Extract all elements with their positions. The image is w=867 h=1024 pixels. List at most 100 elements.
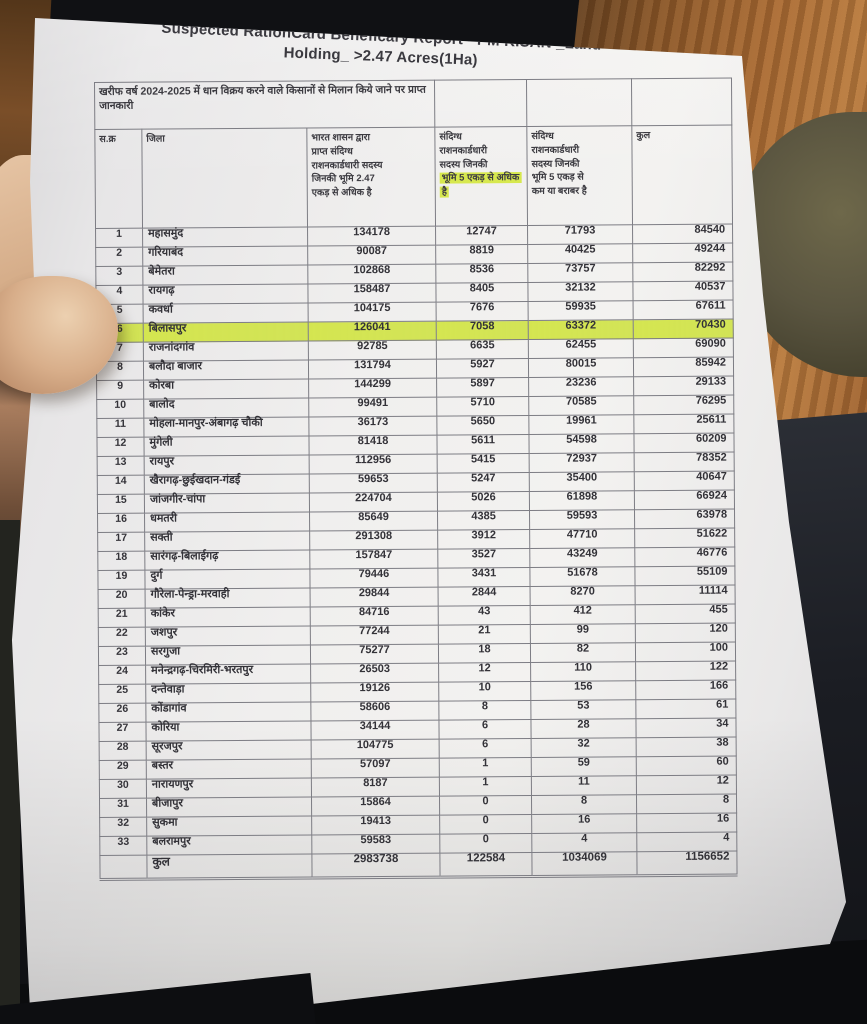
above-5-acre-count-cell: 8405 bbox=[435, 282, 529, 303]
col-header-govt-land-2-47: भारत शासन द्वारा प्राप्त संदिग्ध राशनकार… bbox=[306, 127, 436, 228]
table-body: 1 महासमुंद 134178 12747 71793 84540 2 गरियाबंद 9… bbox=[95, 224, 738, 880]
district-cell: गौरेला-पेन्ड्रा-मरवाही bbox=[145, 588, 311, 609]
above-5-acre-count-cell: 0 bbox=[439, 833, 532, 854]
row-total-cell: 84540 bbox=[632, 224, 733, 244]
serial-cell: 1 bbox=[95, 228, 143, 248]
serial-cell: 14 bbox=[97, 475, 145, 495]
above-5-acre-count-cell: 5710 bbox=[436, 396, 529, 417]
empty-cell bbox=[631, 78, 732, 126]
govt-suspected-count-cell: 19126 bbox=[310, 682, 439, 703]
serial-cell: 15 bbox=[97, 494, 145, 514]
row-total-cell: 122 bbox=[635, 661, 736, 681]
above-5-acre-count-cell: 21 bbox=[438, 624, 531, 645]
above-5-acre-count-cell: 1 bbox=[439, 757, 532, 778]
empty-cell bbox=[434, 79, 527, 128]
above-5-acre-count-cell: 0 bbox=[439, 814, 532, 835]
row-total-cell: 12 bbox=[636, 775, 737, 795]
above-5-acre-count-cell: 1 bbox=[439, 776, 532, 797]
above-5-acre-count-cell: 8 bbox=[438, 700, 531, 721]
above-5-acre-count-cell: 3527 bbox=[437, 548, 530, 569]
above-5-acre-count-cell: 6 bbox=[439, 738, 532, 759]
below-5-acre-count-cell: 82 bbox=[530, 643, 636, 663]
district-cell: कवर्धा bbox=[143, 303, 309, 324]
govt-suspected-count-cell: 85649 bbox=[309, 511, 438, 532]
govt-suspected-count-cell: 102868 bbox=[307, 264, 436, 285]
serial-cell: 25 bbox=[98, 684, 146, 704]
serial-cell: 28 bbox=[99, 741, 147, 761]
govt-suspected-count-cell: 75277 bbox=[310, 644, 439, 665]
row-total-cell: 55109 bbox=[634, 566, 736, 586]
district-cell: जशपुर bbox=[145, 626, 311, 647]
govt-suspected-count-cell: 92785 bbox=[308, 340, 437, 361]
govt-suspected-count-cell: 57097 bbox=[311, 758, 440, 778]
row-total-cell: 60 bbox=[636, 756, 737, 776]
district-cell: सरगुजा bbox=[145, 645, 311, 666]
above-5-acre-count-cell: 3912 bbox=[437, 529, 530, 550]
row-total-cell: 82292 bbox=[632, 262, 733, 282]
serial-cell: 10 bbox=[96, 399, 144, 419]
district-cell: बलरामपुर bbox=[146, 834, 312, 856]
govt-suspected-count-cell: 131794 bbox=[308, 359, 437, 380]
below-5-acre-count-cell: 32132 bbox=[527, 282, 634, 302]
empty-cell bbox=[526, 78, 632, 127]
above-5-acre-count-cell: 7676 bbox=[436, 301, 529, 322]
district-cell: बलौदा बाजार bbox=[143, 360, 309, 381]
govt-suspected-count-cell: 2983738 bbox=[311, 853, 441, 878]
row-total-cell: 4 bbox=[636, 832, 737, 852]
govt-suspected-count-cell: 144299 bbox=[308, 378, 437, 399]
district-cell: धमतरी bbox=[144, 512, 310, 533]
above-5-acre-count-cell: 4385 bbox=[437, 510, 530, 531]
row-total-cell: 69090 bbox=[633, 338, 734, 358]
district-cell: बेमेतरा bbox=[142, 265, 308, 286]
below-5-acre-count-cell: 47710 bbox=[529, 528, 635, 549]
govt-suspected-count-cell: 291308 bbox=[309, 530, 438, 551]
district-cell: बालोद bbox=[143, 398, 309, 419]
serial-cell: 26 bbox=[98, 703, 146, 723]
serial-cell: 3 bbox=[95, 266, 143, 286]
row-total-cell: 29133 bbox=[633, 376, 734, 396]
below-5-acre-count-cell: 28 bbox=[530, 719, 637, 739]
below-5-acre-count-cell: 35400 bbox=[529, 471, 635, 492]
govt-suspected-count-cell: 36173 bbox=[308, 416, 438, 437]
govt-suspected-count-cell: 126041 bbox=[308, 321, 437, 342]
row-total-cell: 40647 bbox=[634, 471, 735, 491]
district-cell: सक्ती bbox=[144, 531, 310, 552]
serial-cell: 2 bbox=[95, 247, 143, 267]
district-cell: सारंगढ़-बिलाईगढ़ bbox=[144, 550, 310, 571]
below-5-acre-count-cell: 54598 bbox=[529, 433, 635, 454]
above-5-acre-count-cell: 0 bbox=[439, 795, 532, 816]
highlighted-header-text: भूमि 5 एकड़ से अधिक है bbox=[439, 172, 522, 198]
govt-suspected-count-cell: 104775 bbox=[311, 739, 440, 759]
above-5-acre-count-cell: 12 bbox=[438, 662, 531, 683]
serial-cell: 17 bbox=[97, 532, 145, 552]
serial-cell: 19 bbox=[97, 570, 146, 590]
above-5-acre-count-cell: 5026 bbox=[437, 491, 530, 512]
govt-suspected-count-cell: 29844 bbox=[310, 587, 439, 608]
district-cell: बीजापुर bbox=[146, 796, 312, 818]
row-total-cell: 120 bbox=[635, 623, 736, 643]
serial-cell: 30 bbox=[99, 779, 147, 799]
below-5-acre-count-cell: 8270 bbox=[530, 586, 636, 606]
row-total-cell: 51622 bbox=[634, 528, 735, 548]
govt-suspected-count-cell: 8187 bbox=[311, 777, 440, 797]
row-total-cell: 66924 bbox=[634, 490, 735, 510]
govt-suspected-count-cell: 58606 bbox=[310, 701, 439, 722]
govt-suspected-count-cell: 79446 bbox=[309, 568, 439, 589]
row-total-cell: 49244 bbox=[632, 243, 733, 263]
row-total-cell: 63978 bbox=[634, 509, 735, 529]
below-5-acre-count-cell: 59593 bbox=[529, 509, 635, 530]
above-5-acre-count-cell: 12747 bbox=[435, 225, 528, 246]
district-cell: दन्तेवाड़ा bbox=[145, 683, 311, 704]
row-total-cell: 16 bbox=[636, 813, 737, 833]
govt-suspected-count-cell: 34144 bbox=[310, 720, 440, 741]
district-cell: दुर्ग bbox=[144, 569, 311, 590]
below-5-acre-count-cell: 71793 bbox=[527, 225, 633, 245]
district-cell: कोंडागांव bbox=[145, 702, 311, 723]
row-total-cell: 25611 bbox=[633, 414, 734, 434]
row-total-cell: 46776 bbox=[634, 547, 735, 567]
row-total-cell: 70430 bbox=[633, 319, 734, 339]
below-5-acre-count-cell: 59 bbox=[531, 757, 637, 777]
district-cell: सुकमा bbox=[146, 815, 312, 837]
below-5-acre-count-cell: 73757 bbox=[527, 263, 633, 283]
